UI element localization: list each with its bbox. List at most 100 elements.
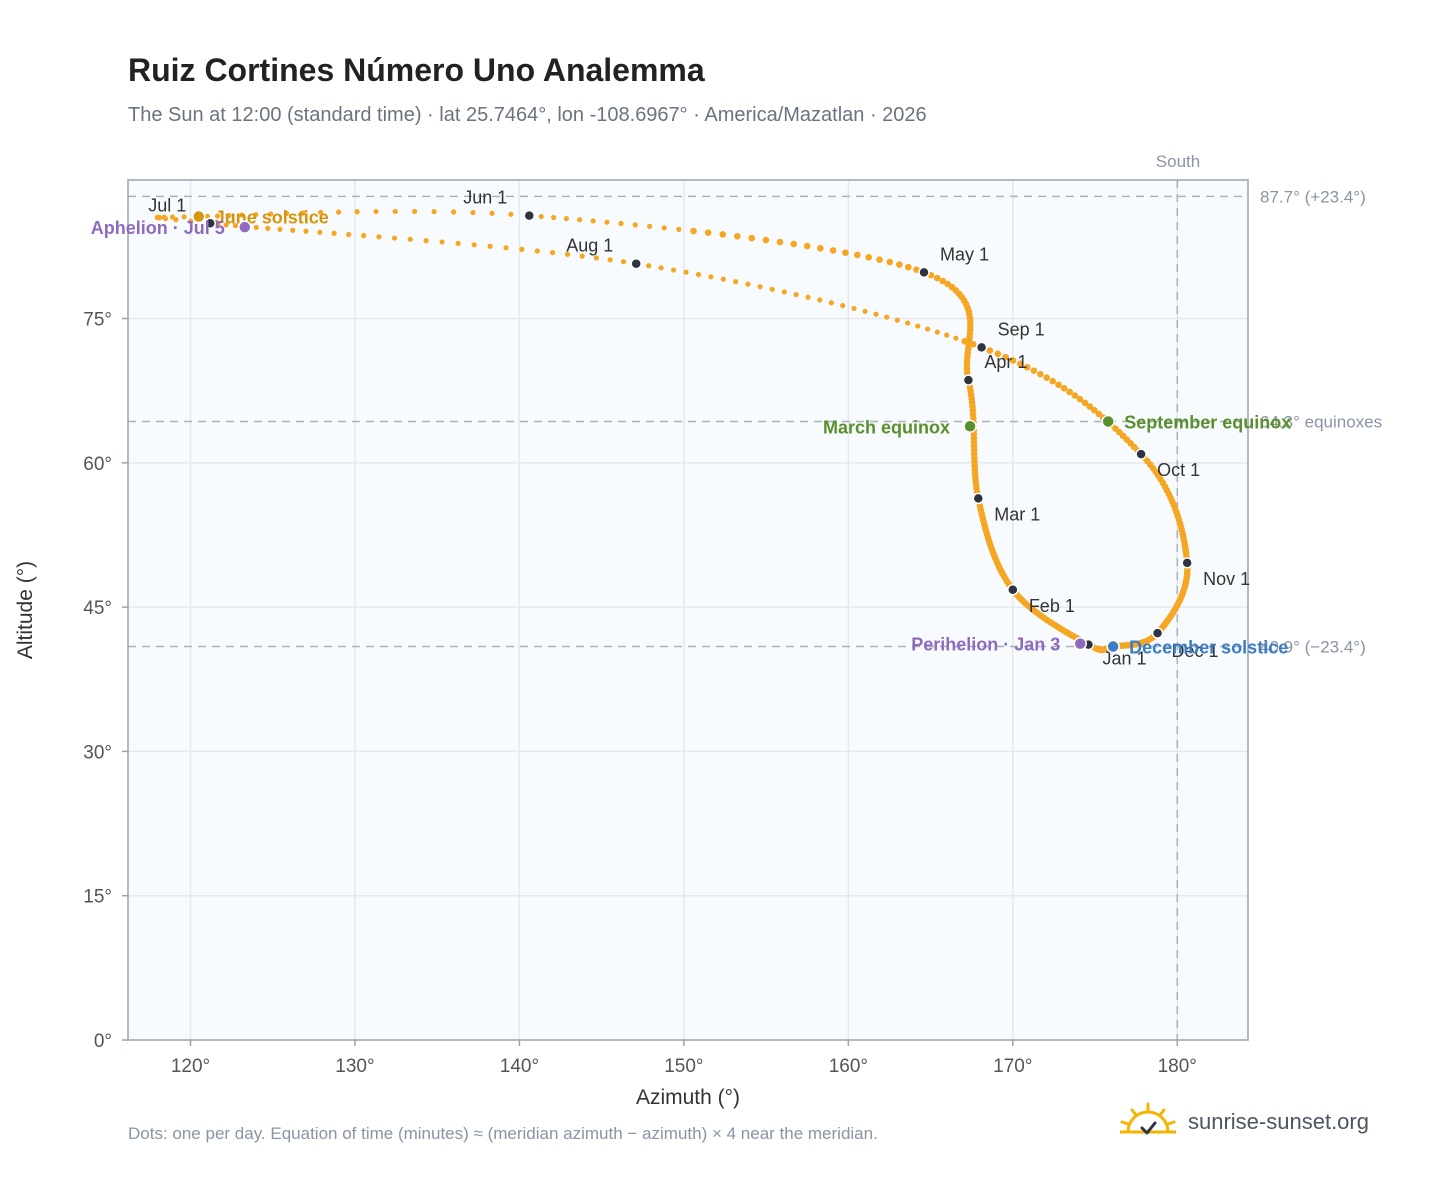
event-label: December solstice: [1129, 638, 1288, 658]
x-tick-label: 170°: [993, 1056, 1032, 1077]
daily-sun-dot: [817, 297, 823, 303]
daily-sun-dot: [156, 215, 162, 221]
daily-sun-dot: [905, 320, 911, 326]
y-tick-label: 45°: [83, 598, 112, 619]
daily-sun-dot: [647, 223, 653, 229]
month-marker: [1181, 557, 1193, 569]
y-tick-label: 60°: [83, 454, 112, 475]
daily-sun-dot: [704, 229, 712, 237]
daily-sun-dot: [1055, 381, 1062, 389]
x-tick-label: 180°: [1158, 1056, 1197, 1077]
event-label: September equinox: [1124, 412, 1291, 432]
event-marker: [191, 209, 206, 224]
daily-sun-dot: [423, 238, 429, 244]
daily-sun-dot: [969, 341, 977, 348]
month-label: Jan 1: [1102, 649, 1146, 669]
daily-sun-dot: [803, 242, 811, 250]
event-marker: [1101, 414, 1115, 429]
daily-sun-dot: [618, 220, 624, 227]
y-tick-label: 30°: [83, 742, 112, 763]
daily-sun-dot: [1016, 360, 1024, 368]
daily-sun-dot: [1009, 357, 1017, 364]
month-marker: [975, 341, 988, 354]
daily-sun-dot: [407, 236, 413, 242]
daily-sun-dot: [373, 208, 379, 215]
daily-sun-dot: [896, 261, 903, 268]
daily-sun-dot: [336, 209, 342, 215]
y-axis-title: Altitude (°): [14, 561, 37, 659]
month-marker: [972, 492, 985, 505]
event-label: Perihelion · Jan 3: [911, 635, 1060, 655]
daily-sun-dot: [828, 300, 834, 306]
daily-sun-dot: [854, 251, 861, 259]
daily-sun-dot: [564, 251, 571, 257]
daily-sun-dot: [1081, 399, 1089, 407]
daily-sun-dot: [961, 337, 968, 345]
daily-sun-dot: [884, 314, 890, 320]
daily-sun-dot: [817, 244, 824, 252]
daily-sun-dot: [986, 347, 994, 354]
daily-sun-dot: [331, 230, 337, 236]
daily-sun-dot: [590, 218, 596, 224]
daily-sun-dot: [894, 317, 900, 323]
daily-sun-dot: [781, 289, 787, 295]
x-tick-label: 160°: [829, 1056, 868, 1077]
daily-sun-dot: [265, 225, 271, 231]
footnote: Dots: one per day. Equation of time (min…: [128, 1124, 878, 1143]
x-tick-label: 120°: [171, 1056, 210, 1077]
reference-line-label: 87.7° (+23.4°): [1260, 187, 1366, 206]
daily-sun-dot: [290, 227, 296, 233]
daily-sun-dot: [551, 214, 557, 221]
month-marker: [1151, 627, 1164, 639]
daily-sun-dot: [790, 240, 798, 248]
daily-sun-dot: [268, 211, 274, 217]
daily-sun-dot: [277, 226, 283, 232]
daily-sun-dot: [215, 213, 221, 219]
y-tick-label: 75°: [83, 310, 112, 331]
daily-sun-dot: [392, 208, 398, 215]
brand[interactable]: sunrise-sunset.org: [1120, 1100, 1369, 1144]
daily-sun-dot: [317, 229, 323, 235]
daily-sun-dot: [939, 277, 947, 285]
month-label: Aug 1: [566, 236, 613, 256]
daily-sun-dot: [719, 231, 727, 238]
markers: Jan 1 Feb 1 Mar 1 Apr 1 May 1 Jun 1 Jul 1 Aug 1…: [91, 188, 1291, 669]
daily-sun-dot: [470, 209, 476, 216]
month-label: Feb 1: [1029, 596, 1075, 616]
daily-sun-dot: [670, 267, 677, 273]
daily-sun-dot: [354, 209, 360, 215]
daily-sun-dot: [769, 286, 775, 292]
daily-sun-dot: [439, 239, 445, 245]
daily-sun-dot: [253, 224, 259, 231]
daily-sun-dot: [805, 294, 811, 300]
daily-sun-dot: [593, 255, 600, 261]
month-label: Nov 1: [1203, 569, 1250, 589]
daily-sun-dot: [503, 245, 509, 251]
daily-sun-dot: [1066, 388, 1073, 396]
event-label: Aphelion · Jul 5: [91, 218, 225, 238]
daily-sun-dot: [708, 274, 714, 280]
reference-line-label: 40.9° (−23.4°): [1260, 638, 1366, 657]
event-marker: [1106, 639, 1120, 654]
daily-sun-dot: [994, 350, 1002, 358]
daily-sun-dot: [748, 234, 756, 242]
daily-sun-dot: [733, 279, 739, 285]
daily-sun-dot: [905, 263, 912, 271]
sun-logo-icon: [1120, 1102, 1176, 1135]
daily-sun-dot: [915, 323, 921, 329]
daily-sun-dot: [873, 311, 879, 317]
daily-sun-dot: [676, 226, 682, 232]
daily-sun-dot: [646, 263, 652, 269]
daily-sun-dot: [933, 274, 941, 282]
daily-sun-dot: [563, 215, 570, 222]
daily-sun-dot: [577, 217, 583, 223]
x-tick-label: 150°: [664, 1056, 703, 1077]
daily-sun-dot: [607, 257, 613, 263]
daily-sun-dot: [793, 291, 799, 298]
daily-sun-dot: [734, 232, 741, 240]
month-marker: [630, 257, 642, 270]
daily-sun-dot: [391, 235, 398, 241]
daily-sun-dot: [953, 335, 959, 341]
month-marker: [962, 374, 975, 386]
daily-sun-dot: [450, 209, 457, 215]
